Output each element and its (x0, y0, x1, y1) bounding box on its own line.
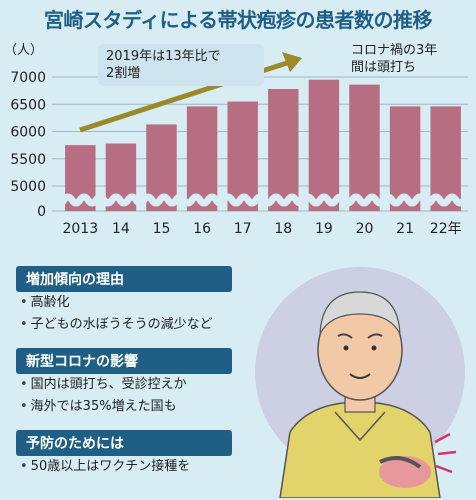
callout-growth: 2019年は13年比で 2割増 (98, 44, 264, 86)
chart-ticks: 0 5000 5500 6000 6500 7000 (10, 70, 46, 220)
bullet-item: 高齢化 (20, 292, 240, 314)
x-tick-label: 20 (356, 221, 374, 237)
chart-bars (45, 79, 476, 211)
bullet-item: 子どもの水ぼうそうの減少など (20, 314, 240, 336)
y-axis-label: （人） (4, 43, 43, 58)
x-tick-label: 19 (315, 221, 333, 237)
section-heading: 予防のためには (16, 430, 232, 456)
bar-18 (268, 88, 299, 211)
y-tick-label: 5000 (10, 179, 46, 195)
x-tick-label: 16 (193, 221, 211, 237)
x-tick-label: 21 (396, 221, 414, 237)
bar-21 (389, 106, 421, 211)
bullet-item: 国内は頭打ち、受診控えか (20, 374, 240, 396)
chart-x-labels: 2013 14 15 16 17 18 19 20 21 22年 (62, 221, 461, 237)
section-heading: 増加傾向の理由 (16, 266, 232, 292)
y-tick-label: 6500 (10, 97, 46, 113)
x-tick-label: 17 (234, 221, 252, 237)
section-prevention: 予防のためには 50歳以上はワクチン接種を (16, 430, 240, 478)
chart-title: 宮崎スタディによる帯状疱疹の患者数の推移 (44, 8, 433, 32)
callout-growth-text: 2019年は13年比で 2割増 (106, 49, 221, 81)
trend-arrow-head (282, 52, 302, 72)
x-tick-label: 15 (153, 221, 171, 237)
x-tick-label: 22年 (430, 221, 462, 237)
callout-peak-text: コロナ禍の3年 間は頭打ち (351, 43, 438, 75)
x-tick-label: 14 (112, 221, 130, 237)
axis-break (45, 193, 476, 207)
section-heading: 新型コロナの影響 (16, 348, 232, 374)
bullet-item: 海外では35%増えた国も (20, 396, 240, 418)
y-tick-label: 0 (37, 204, 46, 220)
section-reasons: 増加傾向の理由 高齢化 子どもの水ぼうそうの減少など (16, 266, 240, 336)
bar-17 (227, 101, 258, 211)
bullet-item: 50歳以上はワクチン接種を (20, 456, 240, 478)
x-tick-label: 2013 (62, 221, 98, 237)
y-tick-label: 7000 (10, 70, 46, 86)
elderly-man-illustration (255, 267, 465, 498)
y-tick-label: 6000 (10, 125, 46, 141)
bar-20 (349, 84, 380, 211)
x-tick-label: 18 (274, 221, 292, 237)
bar-19 (308, 79, 340, 211)
section-covid-impact: 新型コロナの影響 国内は頭打ち、受診控えか 海外では35%増えた国も (16, 348, 240, 418)
callout-peak: コロナ禍の3年 間は頭打ち (343, 38, 476, 80)
y-tick-label: 5500 (10, 152, 46, 168)
